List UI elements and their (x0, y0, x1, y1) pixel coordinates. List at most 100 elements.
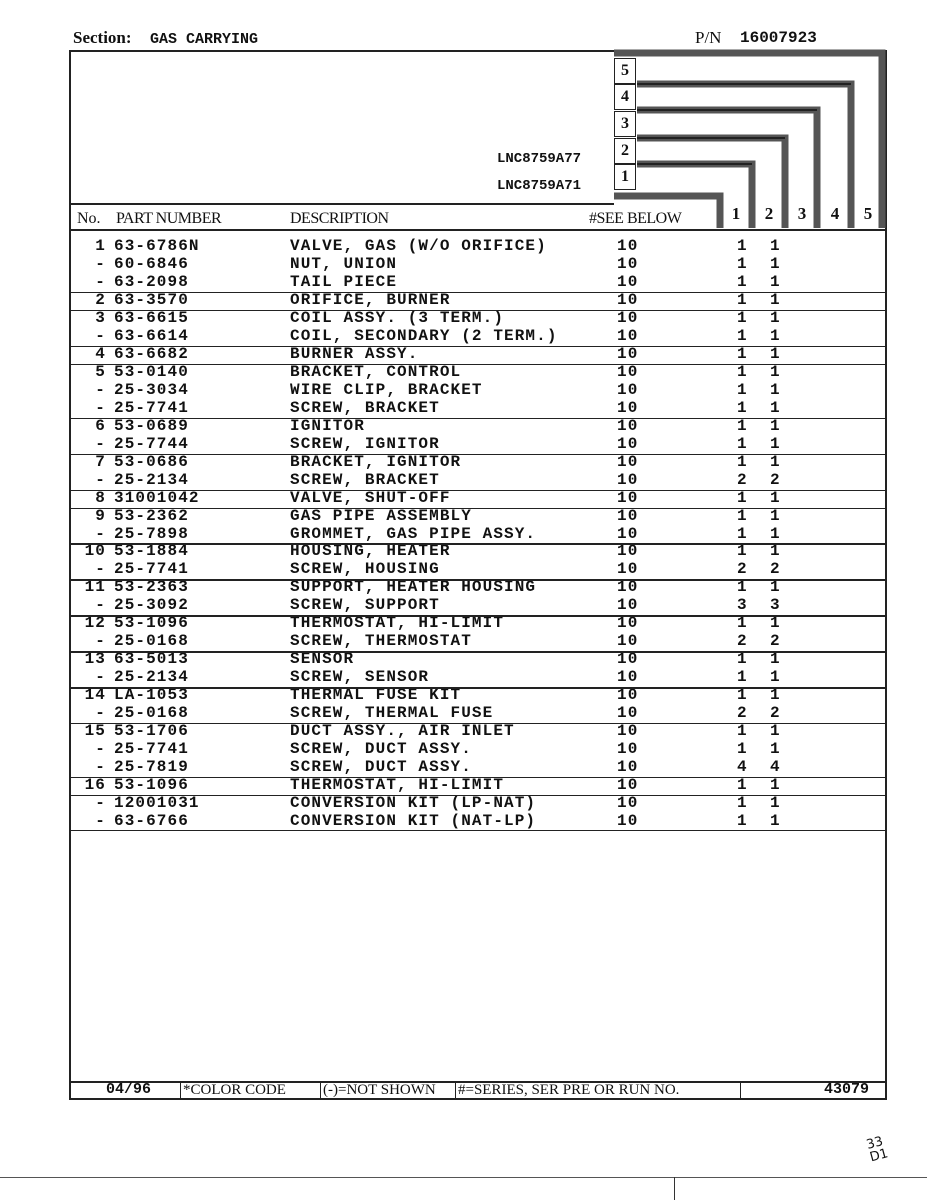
section-value: GAS CARRYING (150, 31, 259, 48)
see-below: 10 (617, 362, 639, 381)
description: SCREW, HOUSING (290, 560, 440, 579)
description: BRACKET, IGNITOR (290, 452, 462, 471)
part-number: 53-0689 (114, 416, 189, 435)
description: VALVE, GAS (W/O ORIFICE) (290, 237, 547, 255)
qty-model-2: 1 (770, 722, 781, 741)
part-number: 25-3092 (114, 596, 189, 615)
group-separator (70, 345, 887, 348)
description: THERMOSTAT, HI-LIMIT (290, 614, 505, 633)
item-no: - (95, 758, 106, 777)
item-no: - (95, 560, 106, 579)
qty-model-1: 2 (737, 632, 748, 651)
qty-model-2: 1 (770, 506, 781, 525)
item-no: - (95, 254, 106, 273)
qty-model-1: 1 (737, 434, 748, 453)
qty-model-2: 1 (770, 416, 781, 435)
see-below: 10 (617, 596, 639, 615)
item-no: - (95, 794, 106, 813)
item-no: - (95, 812, 106, 831)
qty-model-1: 1 (737, 542, 748, 561)
rows-end-rule (70, 830, 887, 832)
group-separator (70, 723, 887, 725)
part-number: 63-5013 (114, 650, 189, 669)
qty-model-1: 1 (737, 524, 748, 543)
qty-model-1: 4 (737, 758, 748, 777)
col-header-model-3: 3 (795, 202, 809, 226)
item-no: 1 (95, 237, 106, 255)
part-number: 53-0686 (114, 452, 189, 471)
qty-model-1: 1 (737, 794, 748, 813)
description: TAIL PIECE (290, 272, 398, 291)
see-below: 10 (617, 470, 639, 489)
part-number: 25-7741 (114, 560, 189, 579)
qty-model-2: 1 (770, 434, 781, 453)
see-below: 10 (617, 290, 639, 309)
see-below: 10 (617, 506, 639, 525)
description: SUPPORT, HEATER HOUSING (290, 578, 537, 597)
qty-model-1: 1 (737, 344, 748, 363)
item-no: 10 (84, 542, 106, 561)
see-below: 10 (617, 668, 639, 687)
see-below: 10 (617, 488, 639, 507)
qty-model-2: 1 (770, 308, 781, 327)
see-below: 10 (617, 632, 639, 651)
description: VALVE, SHUT-OFF (290, 488, 451, 507)
description: SCREW, DUCT ASSY. (290, 758, 472, 777)
see-below: 10 (617, 452, 639, 471)
description: CONVERSION KIT (NAT-LP) (290, 812, 537, 831)
part-number: 12001031 (114, 794, 200, 813)
item-no: 2 (95, 290, 106, 309)
item-no: 16 (84, 776, 106, 795)
qty-model-2: 1 (770, 776, 781, 795)
parts-table-frame (69, 50, 887, 1100)
item-no: - (95, 668, 106, 687)
col-header-model-2: 2 (762, 202, 776, 226)
qty-model-2: 1 (770, 668, 781, 687)
qty-model-2: 1 (770, 614, 781, 633)
qty-model-1: 1 (737, 686, 748, 705)
col-header-part-number: PART NUMBER (116, 210, 222, 227)
qty-model-1: 2 (737, 470, 748, 489)
qty-model-1: 1 (737, 290, 748, 309)
part-number: 25-2134 (114, 668, 189, 687)
qty-model-1: 1 (737, 740, 748, 759)
description: SENSOR (290, 650, 355, 669)
qty-model-2: 1 (770, 290, 781, 309)
description: BURNER ASSY. (290, 344, 419, 363)
col-header-description: DESCRIPTION (290, 210, 389, 227)
qty-model-2: 2 (770, 470, 781, 489)
see-below: 10 (617, 704, 639, 723)
group-separator (70, 687, 887, 689)
see-below: 10 (617, 434, 639, 453)
qty-model-1: 2 (737, 704, 748, 723)
description: COIL, SECONDARY (2 TERM.) (290, 326, 558, 345)
model-box-4: 4 (614, 84, 636, 110)
see-below: 10 (617, 722, 639, 741)
part-number: 25-0168 (114, 704, 189, 723)
see-below: 10 (617, 560, 639, 579)
qty-model-1: 1 (737, 668, 748, 687)
qty-model-2: 1 (770, 380, 781, 399)
col-header-no: No. (77, 210, 101, 227)
qty-model-1: 1 (737, 722, 748, 741)
qty-model-1: 1 (737, 578, 748, 597)
model-box-5: 5 (614, 58, 636, 84)
qty-model-2: 1 (770, 452, 781, 471)
part-number: 63-6614 (114, 326, 189, 345)
group-separator (70, 579, 887, 581)
qty-model-1: 1 (737, 272, 748, 291)
qty-model-2: 1 (770, 362, 781, 381)
description: THERMOSTAT, HI-LIMIT (290, 776, 505, 795)
part-number: 60-6846 (114, 254, 189, 273)
see-below: 10 (617, 398, 639, 417)
footer-date: 04/96 (106, 1081, 152, 1098)
see-below: 10 (617, 578, 639, 597)
model-box-2: 2 (614, 138, 636, 164)
qty-model-1: 1 (737, 650, 748, 669)
description: SCREW, THERMAL FUSE (290, 704, 494, 723)
description: COIL ASSY. (3 TERM.) (290, 308, 505, 327)
group-separator (70, 363, 887, 366)
item-no: 6 (95, 416, 106, 435)
item-no: - (95, 380, 106, 399)
model-name-1: LNC8759A71 (497, 178, 582, 194)
